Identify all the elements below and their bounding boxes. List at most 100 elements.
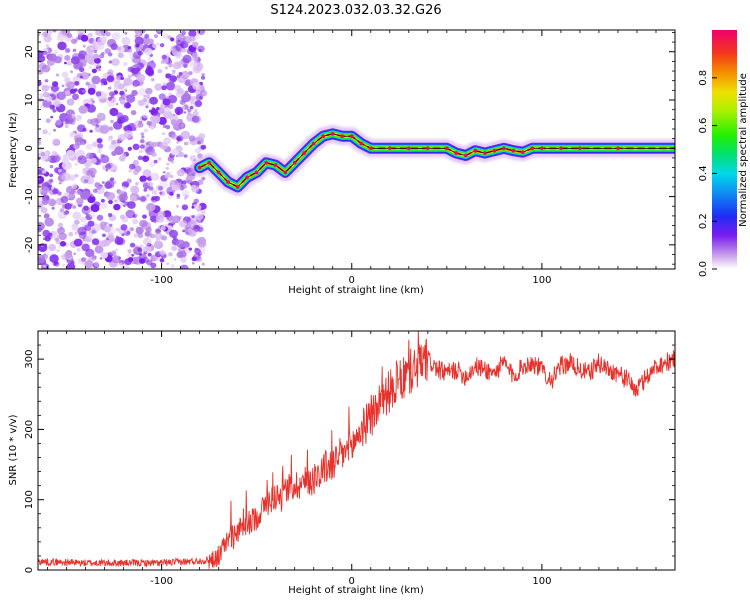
noise-blob bbox=[81, 243, 90, 252]
ridge-point bbox=[283, 170, 288, 175]
noise-blob bbox=[183, 111, 187, 114]
noise-blob bbox=[87, 220, 95, 227]
noise-blob bbox=[96, 138, 103, 144]
noise-blob bbox=[42, 170, 47, 174]
noise-blob bbox=[138, 252, 142, 256]
noise-blob bbox=[79, 75, 84, 79]
noise-blob bbox=[44, 217, 54, 227]
noise-blob bbox=[100, 124, 110, 133]
noise-blob bbox=[86, 104, 96, 113]
ridge-point bbox=[578, 146, 582, 151]
noise-blob bbox=[147, 56, 152, 61]
noise-blob bbox=[194, 100, 203, 107]
noise-blob bbox=[48, 131, 52, 135]
noise-blob bbox=[142, 113, 148, 119]
noise-blob bbox=[116, 112, 124, 119]
noise-blob bbox=[137, 50, 143, 56]
noise-blob bbox=[170, 37, 175, 42]
noise-blob bbox=[165, 172, 172, 177]
noise-blob bbox=[73, 238, 83, 247]
noise-blob bbox=[79, 67, 85, 73]
noise-blob bbox=[158, 116, 167, 125]
noise-blob bbox=[151, 115, 161, 125]
noise-blob bbox=[81, 72, 90, 80]
noise-blob bbox=[157, 68, 163, 74]
noise-blob bbox=[53, 100, 61, 108]
noise-blob bbox=[104, 226, 112, 233]
noise-blob bbox=[177, 151, 184, 158]
noise-blob bbox=[194, 228, 199, 233]
noise-blob bbox=[180, 48, 186, 53]
noise-blob bbox=[135, 226, 144, 235]
noise-blob bbox=[134, 36, 144, 45]
noise-blob bbox=[167, 94, 178, 104]
noise-blob bbox=[139, 144, 145, 149]
ridge-point bbox=[349, 134, 354, 138]
noise-blob bbox=[136, 73, 146, 82]
noise-blob bbox=[197, 30, 206, 36]
noise-blob bbox=[117, 83, 125, 90]
noise-blob bbox=[191, 205, 195, 209]
noise-blob bbox=[130, 110, 137, 116]
noise-blob bbox=[110, 43, 118, 51]
noise-blob bbox=[38, 32, 41, 36]
noise-blob bbox=[146, 61, 156, 70]
noise-blob bbox=[145, 231, 151, 237]
noise-blob bbox=[149, 96, 159, 105]
noise-blob bbox=[189, 103, 193, 107]
figure-title: S124.2023.032.03.32.G26 bbox=[270, 3, 441, 18]
noise-blob bbox=[54, 56, 62, 64]
noise-blob bbox=[72, 48, 77, 53]
noise-blob bbox=[126, 178, 132, 184]
noise-blob bbox=[176, 136, 182, 141]
noise-blob bbox=[153, 34, 159, 39]
noise-blob bbox=[148, 38, 154, 44]
noise-blob bbox=[201, 262, 205, 266]
noise-blob bbox=[99, 240, 108, 248]
x-tick-label: 100 bbox=[532, 275, 551, 286]
noise-blob bbox=[100, 30, 107, 34]
noise-blob bbox=[137, 196, 142, 201]
noise-blob bbox=[148, 109, 153, 113]
noise-blob bbox=[105, 169, 109, 172]
noise-blob bbox=[176, 169, 185, 177]
noise-blob bbox=[111, 58, 120, 66]
noise-blob bbox=[61, 172, 71, 182]
noise-blob bbox=[141, 36, 151, 45]
noise-blob bbox=[171, 245, 178, 251]
noise-blob bbox=[77, 226, 87, 236]
colorbar-tick-label: 0.0 bbox=[698, 261, 709, 277]
noise-blob bbox=[181, 30, 187, 36]
noise-blob bbox=[126, 231, 131, 235]
noise-blob bbox=[170, 119, 178, 126]
noise-blob bbox=[179, 186, 185, 191]
noise-blob bbox=[56, 248, 60, 253]
noise-blob bbox=[127, 249, 132, 254]
y-tick-label: 0 bbox=[24, 145, 35, 151]
ridge-point bbox=[616, 146, 620, 151]
noise-blob bbox=[143, 128, 148, 133]
noise-blob bbox=[128, 169, 133, 173]
noise-blob bbox=[115, 248, 119, 252]
noise-blob bbox=[181, 204, 189, 211]
noise-blob bbox=[134, 165, 142, 172]
noise-blob bbox=[133, 120, 143, 129]
noise-blob bbox=[200, 210, 206, 215]
ridge-point bbox=[340, 134, 345, 138]
noise-blob bbox=[145, 105, 149, 109]
noise-blob bbox=[146, 120, 152, 126]
noise-blob bbox=[169, 229, 178, 238]
noise-blob bbox=[49, 165, 54, 169]
noise-blob bbox=[38, 187, 43, 194]
noise-blob bbox=[91, 238, 100, 246]
noise-blob bbox=[188, 247, 192, 251]
noise-blob bbox=[82, 44, 86, 48]
noise-blob bbox=[61, 71, 69, 78]
ridge-point bbox=[483, 151, 487, 155]
colorbar-tick-label: 0.4 bbox=[698, 165, 709, 181]
noise-blob bbox=[38, 169, 43, 174]
noise-blob bbox=[185, 140, 191, 146]
noise-blob bbox=[126, 266, 130, 269]
noise-blob bbox=[196, 204, 202, 210]
